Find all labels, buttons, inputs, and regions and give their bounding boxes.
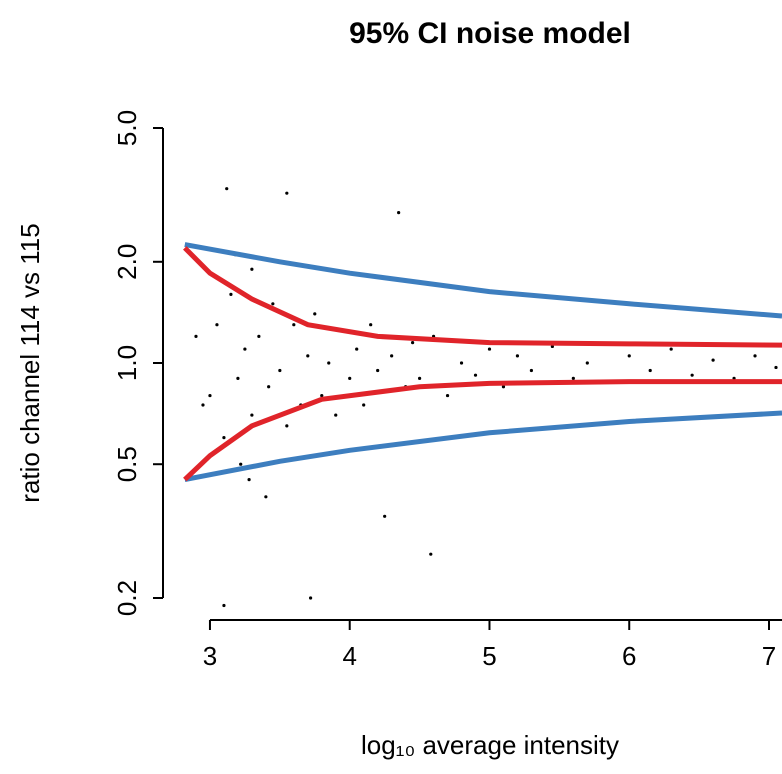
x-tick-label: 4 bbox=[342, 641, 356, 671]
point bbox=[753, 354, 757, 358]
point bbox=[774, 365, 778, 370]
y-tick-label: 5.0 bbox=[112, 110, 142, 146]
chart-title: 95% CI noise model bbox=[349, 17, 631, 50]
point bbox=[250, 267, 254, 271]
point bbox=[690, 373, 694, 377]
point bbox=[308, 596, 313, 600]
point bbox=[250, 413, 254, 417]
point bbox=[376, 368, 380, 373]
point bbox=[313, 312, 317, 316]
point bbox=[369, 323, 373, 327]
ci-curve bbox=[184, 242, 782, 319]
x-tick-label: 5 bbox=[482, 641, 496, 671]
point bbox=[648, 368, 652, 373]
point bbox=[243, 347, 247, 351]
point bbox=[327, 361, 331, 365]
point bbox=[411, 340, 415, 345]
point bbox=[271, 302, 275, 306]
ci-curve bbox=[183, 379, 782, 482]
point bbox=[501, 385, 506, 389]
point bbox=[247, 477, 251, 482]
point bbox=[215, 323, 219, 327]
point bbox=[236, 376, 240, 380]
point bbox=[222, 435, 226, 440]
point bbox=[225, 187, 229, 191]
point bbox=[267, 385, 271, 389]
point bbox=[473, 373, 478, 377]
point bbox=[711, 358, 715, 362]
point bbox=[278, 368, 282, 373]
point bbox=[285, 424, 289, 428]
point bbox=[397, 211, 401, 215]
y-tick-label: 0.2 bbox=[112, 580, 142, 616]
point bbox=[429, 552, 433, 556]
y-tick-label: 2.0 bbox=[112, 244, 142, 280]
point bbox=[348, 376, 352, 380]
point bbox=[515, 354, 520, 358]
point bbox=[529, 368, 534, 373]
y-tick-label: 0.5 bbox=[112, 446, 142, 482]
x-tick-label: 3 bbox=[203, 641, 217, 671]
x-axis-label: log₁₀ average intensity bbox=[361, 730, 619, 760]
point bbox=[229, 292, 233, 296]
point bbox=[669, 347, 673, 351]
point bbox=[362, 403, 366, 407]
point bbox=[585, 361, 589, 365]
point bbox=[320, 393, 324, 398]
point bbox=[390, 354, 394, 358]
point bbox=[487, 347, 492, 351]
point bbox=[285, 191, 289, 195]
point bbox=[257, 334, 261, 338]
y-tick-label: 1.0 bbox=[112, 345, 142, 381]
ci-curve bbox=[183, 246, 782, 348]
point bbox=[201, 403, 205, 407]
point bbox=[239, 462, 243, 466]
point bbox=[459, 361, 464, 365]
point bbox=[627, 354, 631, 358]
point bbox=[292, 323, 296, 327]
point bbox=[334, 413, 338, 417]
point bbox=[264, 495, 268, 499]
point bbox=[445, 393, 450, 398]
point bbox=[306, 354, 310, 358]
x-tick-label: 7 bbox=[762, 641, 776, 671]
x-tick-label: 6 bbox=[622, 641, 636, 671]
point bbox=[571, 376, 575, 380]
point bbox=[355, 347, 359, 351]
point bbox=[208, 393, 212, 398]
point bbox=[194, 334, 198, 338]
y-axis-label: ratio channel 114 vs 115 bbox=[15, 223, 45, 502]
point bbox=[222, 603, 226, 608]
point bbox=[418, 376, 422, 380]
point bbox=[383, 514, 387, 518]
ci-curve bbox=[184, 410, 782, 483]
